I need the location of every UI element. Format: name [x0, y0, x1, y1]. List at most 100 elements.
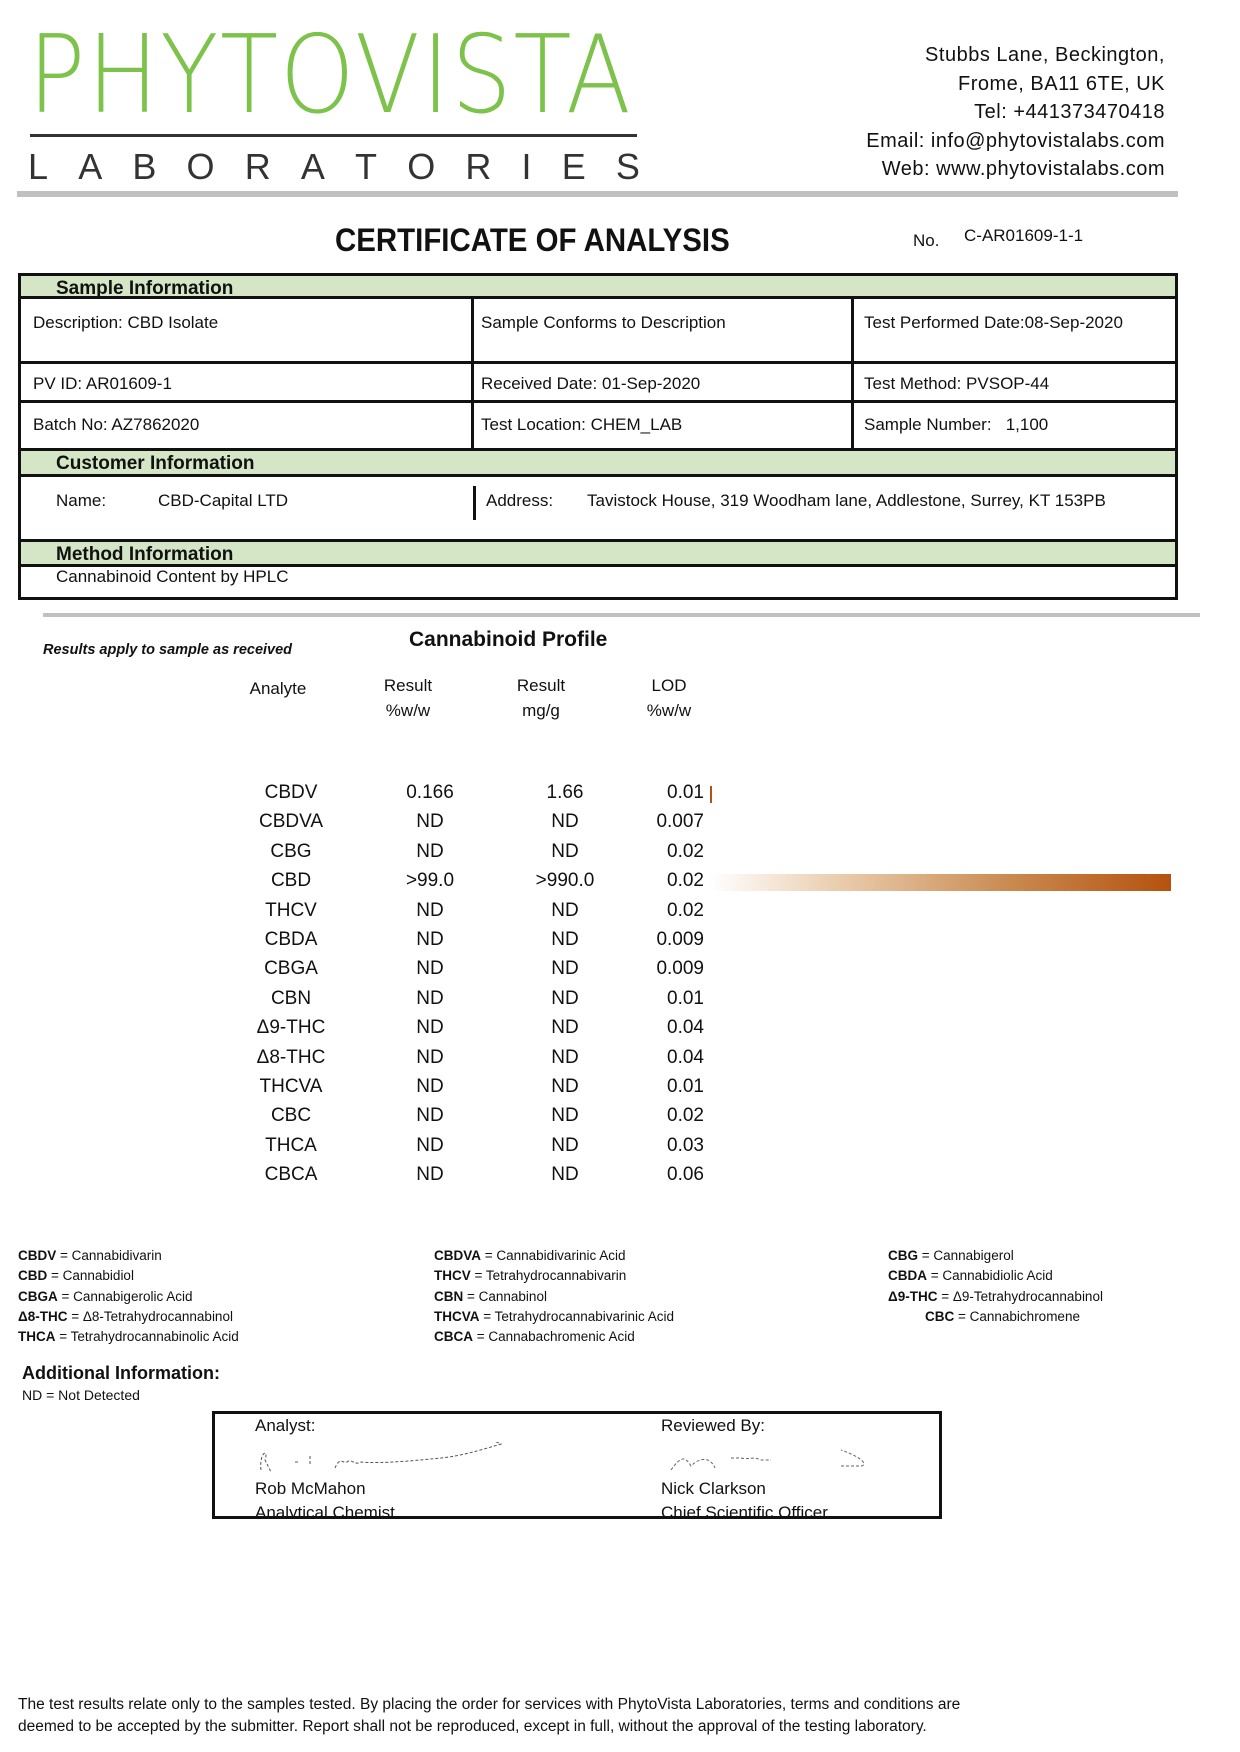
lod-value: 0.03: [667, 1134, 704, 1156]
footer-disclaimer: The test results relate only to the samp…: [18, 1696, 961, 1713]
abbreviation-meaning: Cannabichromene: [969, 1308, 1080, 1324]
logo: PHYTOVISTA: [28, 13, 633, 138]
reviewer-label: Reviewed By:: [661, 1416, 765, 1435]
lod-value: 0.01: [667, 1076, 704, 1097]
result-pct: ND: [416, 1017, 444, 1039]
abbreviation-meaning: Cannabinol: [478, 1288, 547, 1304]
abbreviation: CBGA = Cannabigerolic Acid: [18, 1288, 193, 1304]
abbreviation-code: Δ8-THC: [18, 1308, 68, 1324]
result-pct: ND: [416, 929, 444, 950]
abbreviation: CBN = Cannabinol: [434, 1288, 547, 1304]
result-pct: ND: [416, 1105, 444, 1127]
logo-letter: T: [355, 146, 378, 187]
sample-info-table: Sample Information Description: CBD Isol…: [18, 273, 1178, 600]
abbreviation-meaning: Cannabachromenic Acid: [488, 1329, 635, 1345]
result-mg: ND: [551, 1134, 579, 1156]
customer-name: CBD-Capital LTD: [158, 491, 289, 510]
abbreviation-meaning: Δ9-Tetrahydrocannabinol: [952, 1288, 1103, 1304]
abbreviation-code: CBGA: [18, 1288, 58, 1304]
logo-letter: E: [561, 146, 586, 187]
result-mg: ND: [551, 1164, 579, 1186]
column-header: LOD: [651, 676, 687, 695]
abbreviation: CBDV = Cannabidivarin: [18, 1248, 162, 1263]
abbreviation-code: THCV: [434, 1268, 471, 1284]
column-header-unit: %w/w: [646, 701, 692, 720]
analyte-name: Δ8-THC: [256, 1046, 326, 1068]
abbreviation-meaning: Tetrahydrocannabivarinic Acid: [494, 1308, 675, 1324]
analyte-name: THCVA: [259, 1076, 323, 1097]
analyte-name: CBD: [270, 870, 312, 892]
address-line: Frome, BA11 6TE, UK: [958, 73, 1165, 95]
logo-letter: L: [28, 146, 49, 187]
lod-value: 0.01: [667, 987, 704, 1009]
abbreviation-meaning: Cannabidiolic Acid: [942, 1268, 1053, 1284]
received-date: Received Date: 01-Sep-2020: [481, 374, 701, 393]
result-mg: 1.66: [546, 782, 584, 803]
logo-letter: R: [244, 146, 271, 187]
analyte-name: THCV: [265, 899, 317, 921]
sample-number: Sample Number: 1,100: [864, 415, 1049, 434]
analyst-title: Analytical Chemist: [255, 1503, 395, 1519]
logo-letter: R: [465, 146, 492, 187]
result-bar: [710, 874, 1172, 892]
abbreviation: Δ8-THC = Δ8-Tetrahydrocannabinol: [18, 1308, 233, 1324]
result-mg: ND: [551, 1105, 579, 1127]
logo-letter: O: [407, 146, 436, 187]
method-info-heading: Method Information: [21, 539, 1175, 567]
result-mg: ND: [551, 840, 579, 862]
lod-value: 0.04: [667, 1046, 704, 1068]
column-header: Analyte: [249, 679, 307, 698]
analyte-name: CBCA: [264, 1164, 318, 1186]
method-value: Cannabinoid Content by HPLC: [56, 567, 289, 586]
column-header: Result: [383, 676, 433, 695]
cert-no: C-AR01609-1-1: [964, 226, 1084, 245]
test-method: Test Method: PVSOP-44: [864, 374, 1050, 393]
result-pct: ND: [416, 899, 444, 921]
abbreviation-meaning: Cannabidivarin: [71, 1248, 162, 1263]
analyst-label: Analyst:: [255, 1416, 316, 1435]
abbreviation-code: Δ9-THC: [888, 1288, 938, 1304]
reviewer-name: Nick Clarkson: [661, 1479, 766, 1498]
abbreviation-code: CBCA: [434, 1329, 473, 1345]
result-mg: ND: [551, 811, 579, 833]
reviewer-title: Chief Scientific Officer: [661, 1503, 828, 1519]
logo-letter: O: [186, 146, 215, 187]
analyte-name: CBDV: [264, 782, 318, 803]
abbreviation-code: CBDA: [888, 1268, 927, 1284]
customer-info-heading: Customer Information: [21, 448, 1175, 477]
footer-disclaimer: deemed to be accepted by the submitter. …: [18, 1718, 927, 1735]
sample-info-heading: Sample Information: [21, 273, 1175, 299]
abbreviation-code: CBN: [434, 1288, 464, 1304]
analyte-name: CBDVA: [258, 811, 324, 833]
analyte-name: CBG: [270, 840, 312, 862]
logo-letter: A: [300, 146, 325, 187]
abbreviation-code: CBDV: [18, 1248, 57, 1263]
abbreviation-code: CBG: [888, 1248, 918, 1263]
lod-value: 0.02: [667, 840, 704, 862]
analyst-signature-icon: [260, 1442, 503, 1473]
result-pct: ND: [416, 1134, 444, 1156]
abbreviation-meaning: Tetrahydrocannabinolic Acid: [70, 1329, 239, 1345]
lod-value: 0.02: [667, 870, 704, 892]
abbreviation: CBC = Cannabichromene: [925, 1308, 1080, 1324]
analyte-name: THCA: [265, 1134, 317, 1156]
abbreviation-meaning: Cannabigerolic Acid: [73, 1288, 193, 1304]
conforms: Sample Conforms to Description: [481, 313, 726, 332]
abbreviation: Δ9-THC = Δ9-Tetrahydrocannabinol: [888, 1288, 1103, 1304]
abbreviation-code: THCA: [18, 1329, 56, 1345]
result-pct: ND: [416, 840, 444, 862]
results-note: Results apply to sample as received: [43, 642, 293, 658]
analyte-name: CBN: [270, 987, 312, 1009]
abbreviation-code: CBDVA: [434, 1248, 481, 1263]
test-date: Test Performed Date:08-Sep-2020: [864, 313, 1123, 332]
email: Email: info@phytovistalabs.com: [866, 130, 1165, 152]
abbreviation: CBDA = Cannabidiolic Acid: [888, 1268, 1053, 1284]
customer-address: Tavistock House, 319 Woodham lane, Addle…: [587, 491, 1106, 510]
lod-value: 0.06: [667, 1164, 704, 1186]
batch-no: Batch No: AZ7862020: [33, 415, 200, 434]
result-mg: ND: [551, 929, 579, 950]
abbreviation-meaning: Cannabidivarinic Acid: [496, 1248, 626, 1263]
result-pct: >99.0: [405, 870, 455, 892]
column-header-unit: mg/g: [522, 701, 560, 720]
